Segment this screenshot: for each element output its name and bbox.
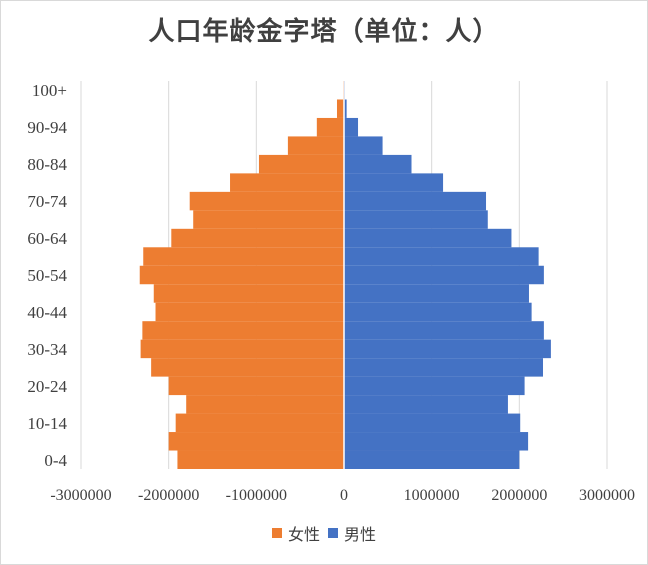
bar-female-40-44: [155, 302, 344, 322]
bar-male-20-24: [344, 376, 525, 396]
legend-item-female: 女性: [271, 521, 320, 545]
x-tick-label: 3000000: [579, 487, 635, 504]
bar-male-30-34: [344, 339, 551, 359]
bar-male-80-84: [344, 154, 412, 174]
bar-female-0-4: [177, 450, 344, 469]
bars: [139, 81, 551, 469]
bar-male-65-69: [344, 210, 488, 229]
bar-male-40-44: [344, 302, 532, 322]
y-tick-label: 50-54: [27, 266, 67, 285]
bar-male-90-94: [344, 117, 359, 137]
bar-male-10-14: [344, 413, 521, 433]
legend-swatch-female: [271, 528, 282, 538]
bar-male-15-19: [344, 395, 508, 414]
bar-female-60-64: [171, 228, 344, 248]
legend-label-male: 男性: [344, 525, 377, 544]
bar-male-25-29: [344, 358, 544, 377]
bar-female-15-19: [186, 395, 344, 414]
bar-female-55-59: [143, 247, 344, 266]
y-tick-label: 0-4: [44, 451, 67, 470]
bar-female-50-54: [139, 265, 344, 285]
bar-female-5-9: [168, 432, 344, 451]
bar-female-35-39: [142, 321, 344, 340]
y-tick-label: 70-74: [27, 192, 67, 211]
x-tick-label: 0: [340, 487, 348, 504]
bar-male-55-59: [344, 247, 539, 266]
y-tick-label: 20-24: [27, 377, 67, 396]
y-tick-label: 30-34: [27, 340, 67, 359]
y-axis-tick-labels: 0-4 10-14 20-24 30-34 40-44 50-54 60-64 70-74 80…: [27, 81, 67, 470]
x-tick-label: -1000000: [226, 487, 287, 504]
y-tick-label: 40-44: [27, 303, 67, 322]
x-tick-label: -3000000: [50, 487, 111, 504]
bar-female-70-74: [189, 191, 344, 211]
bar-female-30-34: [140, 339, 344, 359]
bar-male-45-49: [344, 284, 529, 303]
legend-swatch-male: [328, 528, 338, 538]
y-tick-label: 90-94: [27, 118, 67, 137]
bar-male-85-89: [344, 136, 383, 155]
bar-male-60-64: [344, 228, 512, 248]
bar-female-75-79: [230, 173, 344, 192]
bar-male-95-99: [344, 99, 347, 118]
x-tick-label: 2000000: [491, 487, 547, 504]
bar-female-25-29: [151, 358, 344, 377]
legend-label-female: 女性: [287, 525, 320, 544]
bar-female-20-24: [168, 376, 344, 396]
bar-female-10-14: [175, 413, 344, 433]
x-axis-tick-labels: -3000000 -2000000 -1000000 0 1000000 2000000 3…: [50, 487, 635, 504]
y-tick-label: 100+: [32, 81, 67, 100]
bar-female-65-69: [193, 210, 344, 229]
bar-female-80-84: [258, 154, 344, 174]
y-tick-label: 80-84: [27, 155, 67, 174]
chart-title: 人口年龄金字塔（单位：人）: [148, 17, 500, 47]
y-tick-label: 60-64: [27, 229, 67, 248]
legend: 女性 男性: [1, 521, 647, 545]
bar-male-70-74: [344, 191, 487, 211]
bar-male-0-4: [344, 450, 520, 469]
legend-item-male: 男性: [328, 521, 376, 545]
bar-female-85-89: [287, 136, 344, 155]
bar-female-90-94: [316, 117, 344, 137]
x-tick-label: 1000000: [404, 487, 460, 504]
y-tick-label: 10-14: [27, 414, 67, 433]
x-tick-label: -2000000: [138, 487, 199, 504]
bar-female-95-99: [336, 99, 344, 118]
bar-male-50-54: [344, 265, 544, 285]
bar-female-45-49: [153, 284, 344, 303]
bar-male-75-79: [344, 173, 444, 192]
bar-male-35-39: [344, 321, 544, 340]
bar-male-5-9: [344, 432, 529, 451]
